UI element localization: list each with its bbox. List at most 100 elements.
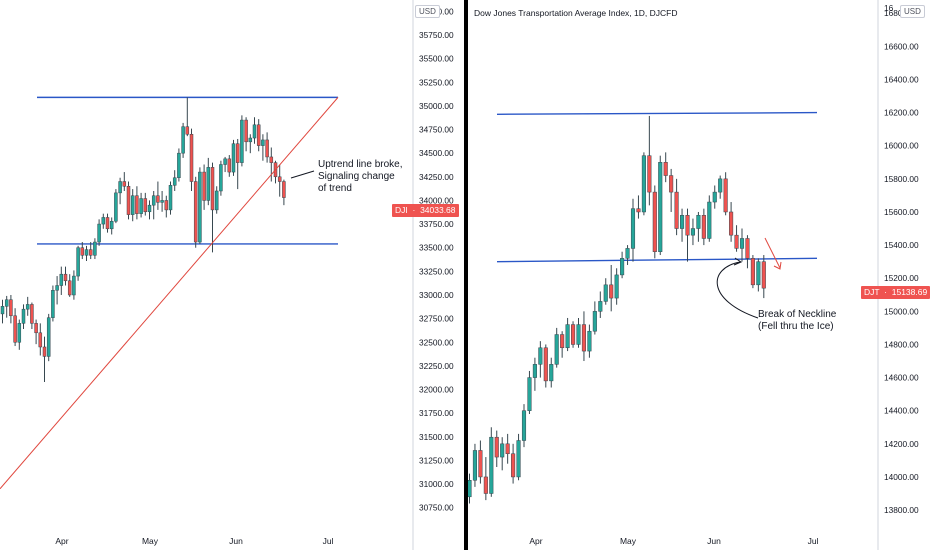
candle-body — [269, 156, 274, 163]
candle-body — [51, 290, 55, 318]
annotation-text: Break of Neckline — [758, 309, 837, 320]
candle-body — [235, 143, 240, 163]
projection-arrow — [764, 237, 781, 269]
annotation-pointer — [290, 170, 315, 179]
pane-divider[interactable] — [464, 0, 468, 550]
candle-body — [80, 247, 85, 256]
candle-body — [505, 443, 510, 455]
dji-candlestick-chart[interactable]: 30750.00 31000.00 31250.00 31500.00 31750.00… — [0, 0, 464, 550]
candle-body — [177, 152, 181, 178]
y-tick-label: 34500.00 — [419, 148, 454, 158]
candle-body — [198, 171, 202, 243]
candle-body — [63, 273, 68, 282]
candle-body — [181, 126, 185, 154]
y-tick-label: 32500.00 — [419, 337, 454, 347]
dji-last-price: 34033.68 — [420, 205, 456, 215]
x-tick-label: Jul — [323, 536, 334, 546]
candle-body — [630, 208, 636, 249]
candle-body — [143, 198, 148, 213]
y-tick-label: 33250.00 — [419, 266, 454, 276]
y-tick-label: 16200.00 — [884, 108, 919, 118]
y-tick-label: 32750.00 — [419, 314, 454, 324]
candle-body — [500, 443, 505, 458]
y-tick-label: 14800.00 — [884, 339, 919, 349]
candle-body — [72, 275, 76, 296]
currency-label[interactable]: USD — [900, 5, 925, 18]
candle-body — [707, 201, 712, 239]
candle-body — [0, 306, 5, 315]
dji-price-badge: DJI · 34033.68 — [392, 204, 459, 217]
djt-price-badge: DJT · 15138.69 — [861, 286, 931, 299]
y-tick-label: 15400.00 — [884, 240, 919, 250]
candle-body — [34, 323, 38, 334]
candle-body — [756, 261, 761, 286]
djt-candlestick-chart[interactable]: 13800.00 14000.00 14200.00 14400.00 14600.00… — [468, 0, 932, 550]
y-tick-label: 13800.00 — [884, 505, 919, 515]
candle-body — [101, 217, 106, 225]
y-tick-label: 14200.00 — [884, 439, 919, 449]
candle-body — [231, 143, 236, 173]
candle-body — [685, 215, 690, 236]
candle-body — [122, 181, 127, 187]
candle-body — [718, 178, 723, 193]
candle-body — [38, 332, 43, 348]
candle-body — [227, 158, 232, 173]
candle-body — [690, 228, 695, 236]
dji-symbol: DJI — [395, 205, 408, 215]
candle-body — [625, 248, 630, 259]
candle-body — [202, 171, 206, 201]
annotation-arrowhead — [733, 257, 743, 266]
candle-body — [723, 178, 728, 213]
y-tick-label: 16 — [884, 3, 894, 13]
candle-body — [538, 347, 543, 365]
candle-body — [701, 215, 706, 239]
candle-body — [252, 124, 257, 139]
candle-body — [478, 450, 483, 478]
candle-body — [244, 119, 248, 143]
candle-body — [223, 158, 227, 165]
candle-body — [210, 167, 215, 211]
candle-body — [84, 249, 89, 256]
candle-body — [265, 139, 269, 158]
candle-body — [67, 280, 72, 296]
candle-body — [750, 258, 755, 286]
dji-chart-pane[interactable]: 30750.00 31000.00 31250.00 31500.00 31750.00… — [0, 0, 464, 550]
candle-body — [248, 137, 253, 143]
candle-body — [59, 273, 64, 286]
candle-body — [21, 308, 26, 324]
candle-body — [603, 284, 608, 302]
y-tick-label: 33000.00 — [419, 290, 454, 300]
x-tick-label: Jun — [707, 536, 721, 546]
candle-body — [164, 200, 169, 211]
candle-body — [658, 162, 663, 252]
djt-symbol: DJT — [864, 287, 880, 297]
currency-label[interactable]: USD — [415, 5, 440, 18]
candle-body — [13, 315, 17, 343]
candle-body — [712, 191, 717, 203]
djt-last-price: 15138.69 — [891, 287, 928, 297]
djt-chart-pane[interactable]: 13800.00 14000.00 14200.00 14400.00 14600.00… — [468, 0, 932, 550]
y-tick-label: 15800.00 — [884, 174, 919, 184]
candle-body — [282, 181, 286, 198]
x-tick-label: May — [620, 536, 637, 546]
candle-body — [587, 330, 592, 352]
candle-body — [93, 241, 97, 256]
candle-body — [527, 377, 532, 411]
uptrend-line — [0, 97, 339, 490]
y-tick-label: 35000.00 — [419, 101, 454, 111]
candle-body — [185, 126, 190, 135]
annotation-text: Uptrend line broke, — [318, 159, 403, 170]
candle-body — [219, 164, 223, 192]
badge-separator: · — [410, 205, 418, 215]
candle-body — [76, 247, 80, 277]
candle-body — [652, 191, 657, 252]
candle-body — [206, 167, 211, 201]
candle-body — [151, 195, 156, 206]
y-tick-label: 35500.00 — [419, 54, 454, 64]
candle-body — [745, 238, 750, 259]
candle-body — [734, 234, 739, 249]
candle-body — [240, 119, 244, 163]
candle-body — [560, 334, 565, 349]
x-tick-label: Apr — [529, 536, 542, 546]
candle-body — [729, 211, 734, 236]
